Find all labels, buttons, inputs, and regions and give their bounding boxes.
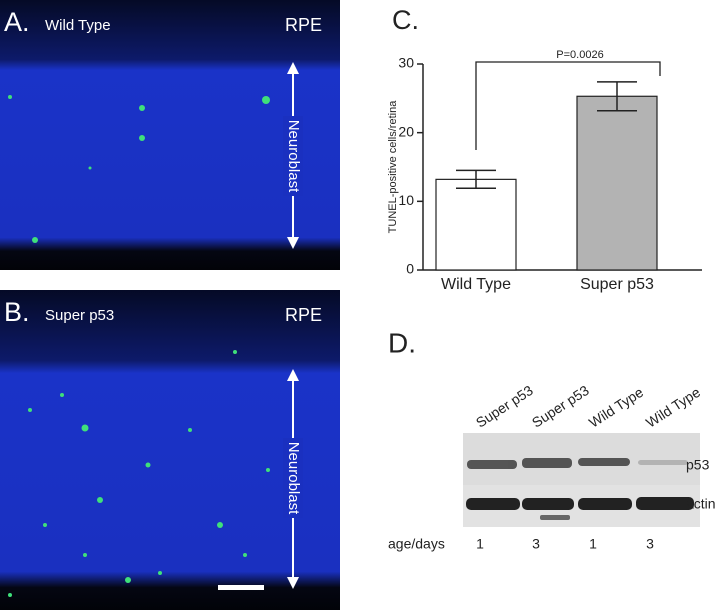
region-label: Neuroblast [285,442,302,515]
y-axis-title: TUNEL-positive cells/retina [387,100,399,234]
panel-label: A. [4,7,30,37]
tunel-spots [8,350,270,597]
y-tick-label: 0 [406,261,414,277]
error-bar [456,169,496,190]
layer-label: RPE [285,15,322,35]
age-value: 3 [532,536,540,552]
bar [576,95,658,271]
panel-label: B. [4,297,30,327]
lane-label: Super p53 [529,382,592,431]
age-value: 1 [476,536,484,552]
panel-label: D. [388,327,416,358]
panel-title: Super p53 [45,307,114,324]
age-value: 1 [589,536,597,552]
panel-label: C. [392,5,419,35]
panel-title: Wild Type [45,17,111,34]
y-tick-label: 30 [398,55,414,71]
age-label: age/days [388,536,445,552]
significance-bracket [475,61,661,150]
region-label-bg [283,116,303,196]
tunel-spots [8,95,270,243]
row-label: p53 [686,457,710,473]
lane-label: Super p53 [473,382,536,431]
region-label-bg [283,438,303,518]
layer-label: RPE [285,305,322,325]
lane-label: Wild Type [643,384,703,431]
x-tick-label: Wild Type [441,276,511,293]
age-value: 3 [646,536,654,552]
bar [435,178,517,271]
region-label: Neuroblast [285,120,302,193]
annotation: P=0.0026 [556,49,603,61]
y-tick-label: 10 [398,192,414,208]
row-label: actin [686,496,716,512]
panel-d-blots [463,433,700,527]
scale-bar [218,585,264,590]
error-bar [597,81,637,112]
x-tick-label: Super p53 [580,276,654,293]
y-tick-label: 20 [398,123,414,139]
lane-label: Wild Type [586,384,646,431]
